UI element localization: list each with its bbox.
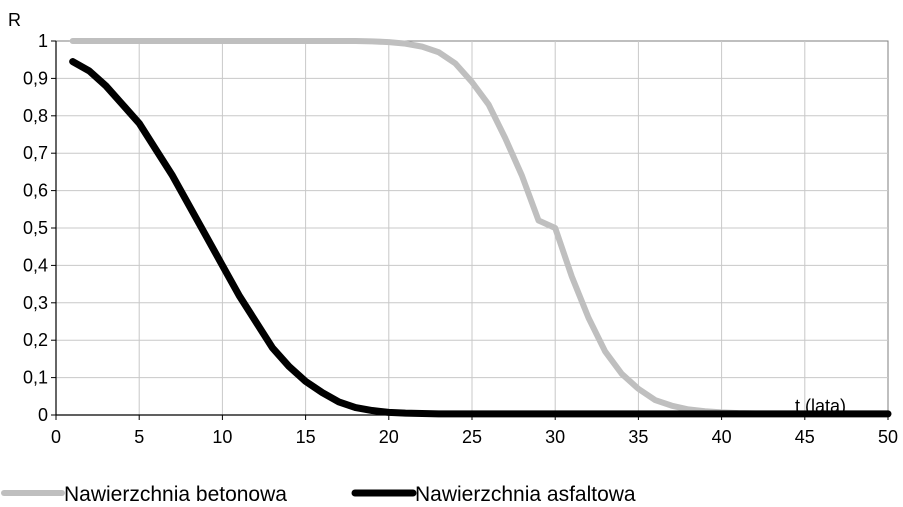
y-tick-label: 0,2	[23, 330, 48, 350]
series-line-2	[69, 58, 892, 418]
x-tick-label: 45	[795, 427, 815, 447]
x-tick-label: 0	[51, 427, 61, 447]
y-tick-label: 0,4	[23, 255, 48, 275]
x-tick-label: 40	[712, 427, 732, 447]
legend-label: Nawierzchnia betonowa	[64, 483, 287, 506]
x-tick-label: 25	[462, 427, 482, 447]
x-tick-label: 5	[134, 427, 144, 447]
y-tick-label: 0,1	[23, 368, 48, 388]
x-axis-title: t (lata)	[795, 396, 846, 416]
x-tick-label: 10	[212, 427, 232, 447]
x-tick-label: 15	[296, 427, 316, 447]
y-tick-label: 0,8	[23, 106, 48, 126]
y-tick-label: 0,3	[23, 293, 48, 313]
y-tick-label: 1	[38, 31, 48, 51]
legend: Nawierzchnia betonowa Nawierzchnia asfalt…	[1, 483, 636, 506]
x-tick-label: 20	[379, 427, 399, 447]
y-tick-label: 0,7	[23, 143, 48, 163]
x-tick-label: 30	[545, 427, 565, 447]
y-tick-label: 0,6	[23, 181, 48, 201]
legend-label: Nawierzchnia asfaltowa	[415, 483, 636, 506]
x-tick-label: 35	[628, 427, 648, 447]
x-tick-label: 50	[878, 427, 898, 447]
y-tick-label: 0,5	[23, 218, 48, 238]
series-layer	[69, 38, 892, 418]
y-tick-label: 0,9	[23, 68, 48, 88]
y-tick-label: 0	[38, 405, 48, 425]
y-axis-title: R	[8, 10, 21, 30]
